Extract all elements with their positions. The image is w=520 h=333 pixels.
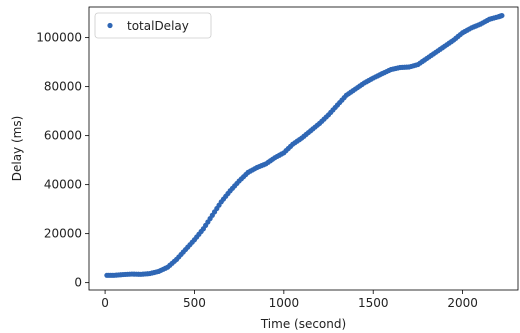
x-tick-label: 1000	[269, 296, 300, 310]
x-tick-label: 2000	[447, 296, 478, 310]
y-tick-label: 80000	[44, 80, 82, 94]
series-totaldelay	[104, 12, 505, 278]
data-point	[499, 12, 505, 19]
legend-box	[94, 12, 212, 39]
y-tick-label: 60000	[44, 129, 82, 143]
x-tick-label: 500	[183, 296, 206, 310]
legend-marker	[107, 22, 113, 29]
y-axis-label: Delay (ms)	[10, 116, 24, 182]
x-tick-label: 0	[101, 296, 109, 310]
x-axis-label: Time (second)	[260, 317, 346, 331]
legend-label-totaldelay: totalDelay	[127, 19, 189, 33]
x-ticks: 0 500 1000 1500 2000	[101, 290, 478, 310]
y-tick-label: 100000	[36, 31, 82, 45]
legend: totalDelay	[94, 12, 212, 39]
plot-frame	[88, 6, 519, 291]
plot-area	[89, 7, 518, 290]
y-tick-label: 20000	[44, 227, 82, 241]
y-tick-label: 40000	[44, 178, 82, 192]
y-ticks: 0 20000 40000 60000 80000 100000	[36, 31, 89, 290]
x-tick-label: 1500	[358, 296, 389, 310]
y-tick-label: 0	[74, 276, 82, 290]
